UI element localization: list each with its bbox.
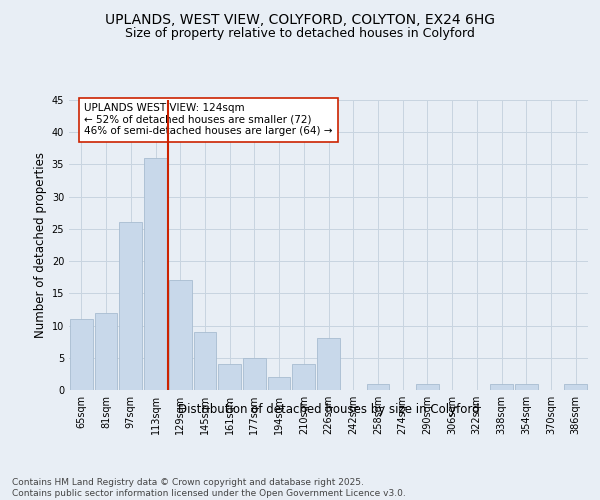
Bar bbox=[564, 384, 587, 390]
Bar bbox=[317, 338, 340, 390]
Bar bbox=[194, 332, 216, 390]
Text: Contains HM Land Registry data © Crown copyright and database right 2025.
Contai: Contains HM Land Registry data © Crown c… bbox=[12, 478, 406, 498]
Y-axis label: Number of detached properties: Number of detached properties bbox=[34, 152, 47, 338]
Bar bbox=[218, 364, 241, 390]
Bar bbox=[292, 364, 315, 390]
Text: UPLANDS WEST VIEW: 124sqm
← 52% of detached houses are smaller (72)
46% of semi-: UPLANDS WEST VIEW: 124sqm ← 52% of detac… bbox=[84, 103, 332, 136]
Bar bbox=[144, 158, 167, 390]
Bar bbox=[169, 280, 191, 390]
Bar bbox=[490, 384, 513, 390]
Bar bbox=[268, 377, 290, 390]
Bar bbox=[70, 319, 93, 390]
Bar bbox=[367, 384, 389, 390]
Text: Size of property relative to detached houses in Colyford: Size of property relative to detached ho… bbox=[125, 28, 475, 40]
Bar bbox=[243, 358, 266, 390]
Text: Distribution of detached houses by size in Colyford: Distribution of detached houses by size … bbox=[178, 402, 479, 415]
Bar bbox=[515, 384, 538, 390]
Text: UPLANDS, WEST VIEW, COLYFORD, COLYTON, EX24 6HG: UPLANDS, WEST VIEW, COLYFORD, COLYTON, E… bbox=[105, 12, 495, 26]
Bar bbox=[416, 384, 439, 390]
Bar bbox=[119, 222, 142, 390]
Bar bbox=[95, 312, 118, 390]
